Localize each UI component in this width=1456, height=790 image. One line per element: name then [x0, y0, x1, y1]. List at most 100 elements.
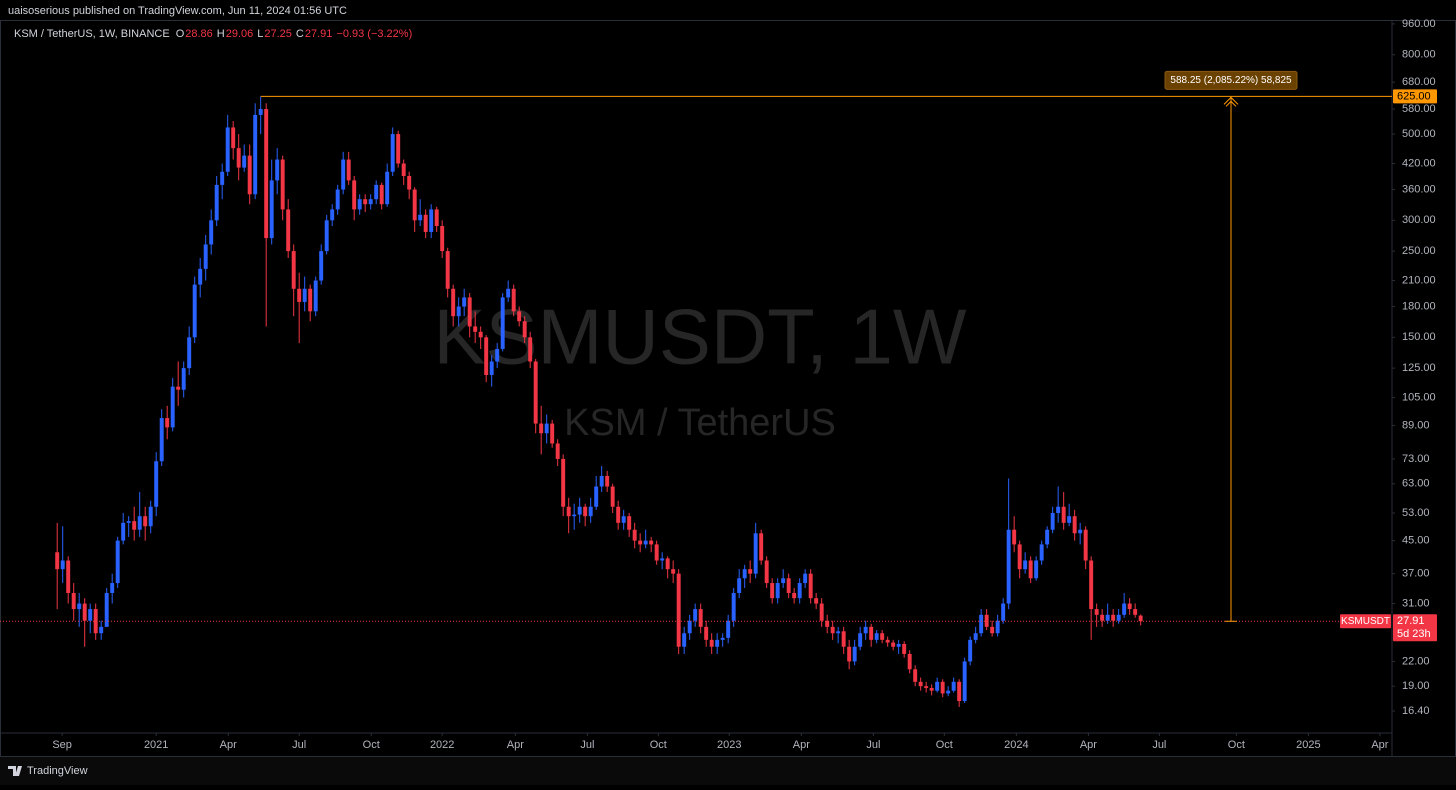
candle-body	[297, 288, 302, 302]
x-tick-label: 2024	[1004, 739, 1028, 751]
candle-body	[973, 633, 978, 640]
candle-body	[313, 280, 318, 312]
price-tag-label: 27.91	[1397, 615, 1425, 627]
candle-body	[489, 361, 494, 376]
candle-body	[962, 661, 967, 702]
candle-body	[764, 560, 769, 584]
candle-body	[522, 321, 527, 338]
candle-body	[181, 368, 186, 390]
y-tick-label: 19.00	[1402, 680, 1430, 692]
legend-key: O	[176, 28, 185, 40]
candle-body	[1050, 512, 1055, 530]
candle-body	[352, 180, 357, 210]
candle-body	[775, 583, 780, 599]
logo	[8, 766, 22, 776]
candle-body	[583, 506, 588, 517]
candle-body	[379, 184, 384, 205]
candle-body	[192, 284, 197, 338]
candle-body	[319, 251, 324, 281]
candle-body	[858, 633, 863, 647]
target-tag	[1393, 89, 1437, 104]
candle-body	[566, 506, 571, 517]
y-tick-label: 420.00	[1402, 157, 1436, 169]
price-tag	[1393, 614, 1437, 642]
candle-body	[968, 639, 973, 662]
candle-body	[1105, 614, 1110, 621]
measure-label: 588.25 (2,085.22%) 58,825	[1170, 75, 1292, 86]
x-tick-label: Apr	[507, 739, 524, 751]
y-tick-label: 250.00	[1402, 245, 1436, 257]
candle-body	[77, 603, 82, 610]
y-tick-label: 53.00	[1402, 507, 1430, 519]
candle-body	[1061, 506, 1066, 523]
footer-brand: TradingView	[27, 765, 88, 777]
candle-body	[555, 443, 560, 459]
candle-body	[935, 681, 940, 691]
y-tick-label: 125.00	[1402, 362, 1436, 374]
candle-body	[819, 603, 824, 621]
legend-value: 29.06	[226, 28, 254, 40]
candle-body	[368, 199, 373, 205]
candle-body	[665, 558, 670, 570]
candle-body	[731, 592, 736, 621]
y-tick-label: 300.00	[1402, 214, 1436, 226]
candle-body	[434, 209, 439, 227]
candle-body	[885, 639, 890, 643]
footer-bar	[0, 757, 1456, 785]
candle-body	[841, 631, 846, 647]
y-tick-label: 16.40	[1402, 705, 1430, 717]
candle-body	[1127, 603, 1132, 610]
candle-body	[836, 631, 841, 634]
x-tick-label: 2025	[1296, 739, 1320, 751]
header: uaisoserious published on TradingView.co…	[8, 5, 347, 17]
candle-body	[165, 418, 170, 428]
candle-body	[869, 626, 874, 640]
candle-body	[104, 592, 109, 627]
candle-body	[429, 209, 434, 232]
y-tick-label: 960.00	[1402, 18, 1436, 30]
candle-body	[737, 578, 742, 593]
candle-body	[610, 486, 615, 507]
candle-body	[286, 209, 291, 252]
candle-body	[401, 163, 406, 177]
candle-body	[863, 626, 868, 634]
candle-body	[363, 199, 368, 205]
watermark-sub: KSM / TetherUS	[564, 402, 836, 444]
candle-body	[1078, 529, 1083, 534]
x-tick-label: Sep	[52, 739, 72, 751]
candle-body	[896, 643, 901, 647]
x-tick-label: Jul	[1152, 739, 1166, 751]
candle-body	[308, 288, 313, 312]
candle-body	[913, 669, 918, 682]
legend-key: H	[217, 28, 225, 40]
candle-body	[82, 603, 87, 621]
candle-body	[720, 637, 725, 640]
candle-body	[995, 620, 1000, 634]
x-tick-label: Jul	[292, 739, 306, 751]
candle-body	[984, 614, 989, 627]
candle-body	[473, 326, 478, 332]
x-tick-label: Apr	[220, 739, 237, 751]
candle-body	[1028, 560, 1033, 579]
candle-body	[374, 184, 379, 200]
candle-body	[159, 418, 164, 462]
candle-body	[258, 109, 263, 115]
legend-key: C	[296, 28, 304, 40]
candle-body	[852, 646, 857, 662]
candle-body	[154, 461, 159, 507]
candle-body	[253, 114, 258, 195]
candle-body	[209, 220, 214, 245]
candle-body	[1089, 560, 1094, 610]
candle-body	[693, 609, 698, 621]
candle-body	[60, 560, 65, 570]
candle-body	[918, 681, 923, 687]
candle-body	[187, 337, 192, 369]
legend-key: L	[257, 28, 263, 40]
legend-value: 27.91	[305, 28, 333, 40]
measure-arrow-head	[1223, 96, 1239, 107]
candle-body	[797, 583, 802, 599]
candle-body	[940, 681, 945, 694]
candle-body	[588, 506, 593, 517]
